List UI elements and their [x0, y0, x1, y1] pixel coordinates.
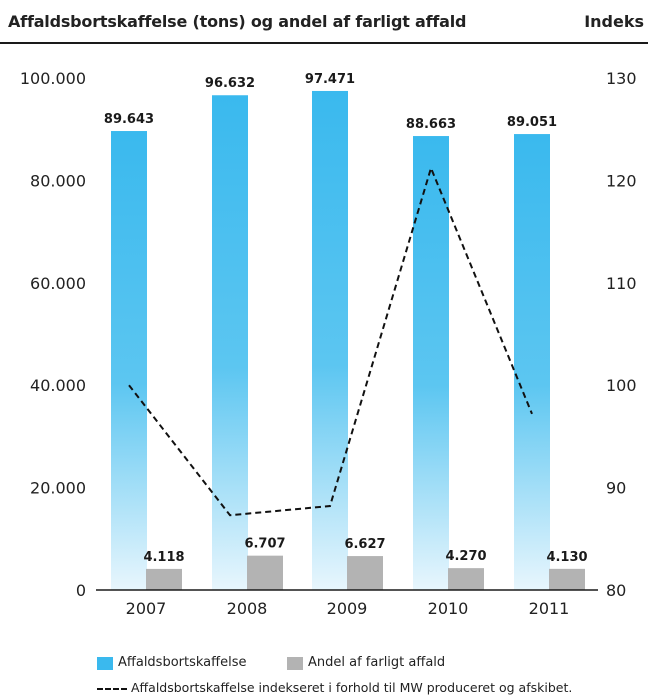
- data-label-hazardous-2011: 4.130: [546, 550, 587, 565]
- bar-disposal-2009: [312, 90, 348, 590]
- y2-tick-label: 130: [606, 69, 637, 88]
- data-label-hazardous-2010: 4.270: [445, 549, 486, 564]
- data-label-disposal-2007: 89.643: [104, 112, 154, 127]
- data-label-hazardous-2008: 6.707: [244, 537, 285, 552]
- legend-swatch-blue: [97, 657, 113, 670]
- data-label-disposal-2010: 88.663: [406, 117, 456, 132]
- data-label-hazardous-2007: 4.118: [143, 550, 184, 565]
- line-layer: [128, 165, 533, 517]
- legend-label-series3: Affaldsbortskaffelse indekseret i forhol…: [131, 680, 573, 695]
- bar-disposal-2011: [514, 134, 550, 590]
- y2-tick-label: 90: [606, 479, 626, 498]
- x-tick-label-2007: 2007: [126, 599, 167, 618]
- y-tick-label: 40.000: [30, 376, 86, 395]
- data-label-hazardous-2009: 6.627: [344, 537, 385, 552]
- bar-hazardous-2008: [247, 555, 283, 590]
- data-label-disposal-2011: 89.051: [507, 115, 557, 130]
- bar-disposal-2007: [111, 131, 147, 591]
- x-tick-label-2009: 2009: [327, 599, 368, 618]
- y-tick-label: 80.000: [30, 171, 86, 190]
- x-tick-label-2008: 2008: [227, 599, 268, 618]
- bar-disposal-2008: [212, 95, 248, 590]
- legend: Affaldsbortskaffelse Andel af farligt af…: [0, 652, 648, 699]
- y-tick-label: 0: [76, 581, 86, 600]
- y2-tick-label: 100: [606, 376, 637, 395]
- axis-layer: 0 20.000 40.000 60.000 80.000 100.000 80 90 100 1…: [20, 69, 637, 618]
- label-layer: 89.643 96.632 97.471 88.663 89.051 4.118 6.707…: [104, 72, 588, 565]
- bar-disposal-2010: [413, 136, 449, 590]
- chart-plot: 0 20.000 40.000 60.000 80.000 100.000 80 90 100 1…: [20, 69, 637, 618]
- x-tick-label-2010: 2010: [428, 599, 469, 618]
- legend-label-series1: Affaldsbortskaffelse: [118, 655, 247, 670]
- legend-label-series2: Andel af farligt affald: [308, 655, 446, 670]
- legend-swatch-gray: [287, 657, 303, 670]
- bar-hazardous-2009: [347, 556, 383, 590]
- legend-dash-line: [97, 688, 127, 690]
- bar-hazardous-2011: [549, 568, 585, 590]
- y-tick-label: 100.000: [20, 69, 86, 88]
- x-tick-label-2011: 2011: [529, 599, 570, 618]
- y-tick-label: 60.000: [30, 274, 86, 293]
- data-label-disposal-2008: 96.632: [205, 76, 255, 91]
- right-axis-title: Indeks: [584, 12, 644, 31]
- y2-tick-label: 80: [606, 581, 626, 600]
- bar-hazardous-2010: [448, 568, 484, 590]
- bar-hazardous-2007: [146, 568, 182, 590]
- y-tick-label: 20.000: [30, 479, 86, 498]
- chart-header: Affaldsbortskaffelse (tons) og andel af …: [0, 0, 648, 44]
- bars-layer: [111, 90, 585, 591]
- y2-tick-label: 120: [606, 171, 637, 190]
- y2-tick-label: 110: [606, 274, 637, 293]
- chart-title: Affaldsbortskaffelse (tons) og andel af …: [8, 12, 467, 31]
- data-label-disposal-2009: 97.471: [305, 72, 355, 87]
